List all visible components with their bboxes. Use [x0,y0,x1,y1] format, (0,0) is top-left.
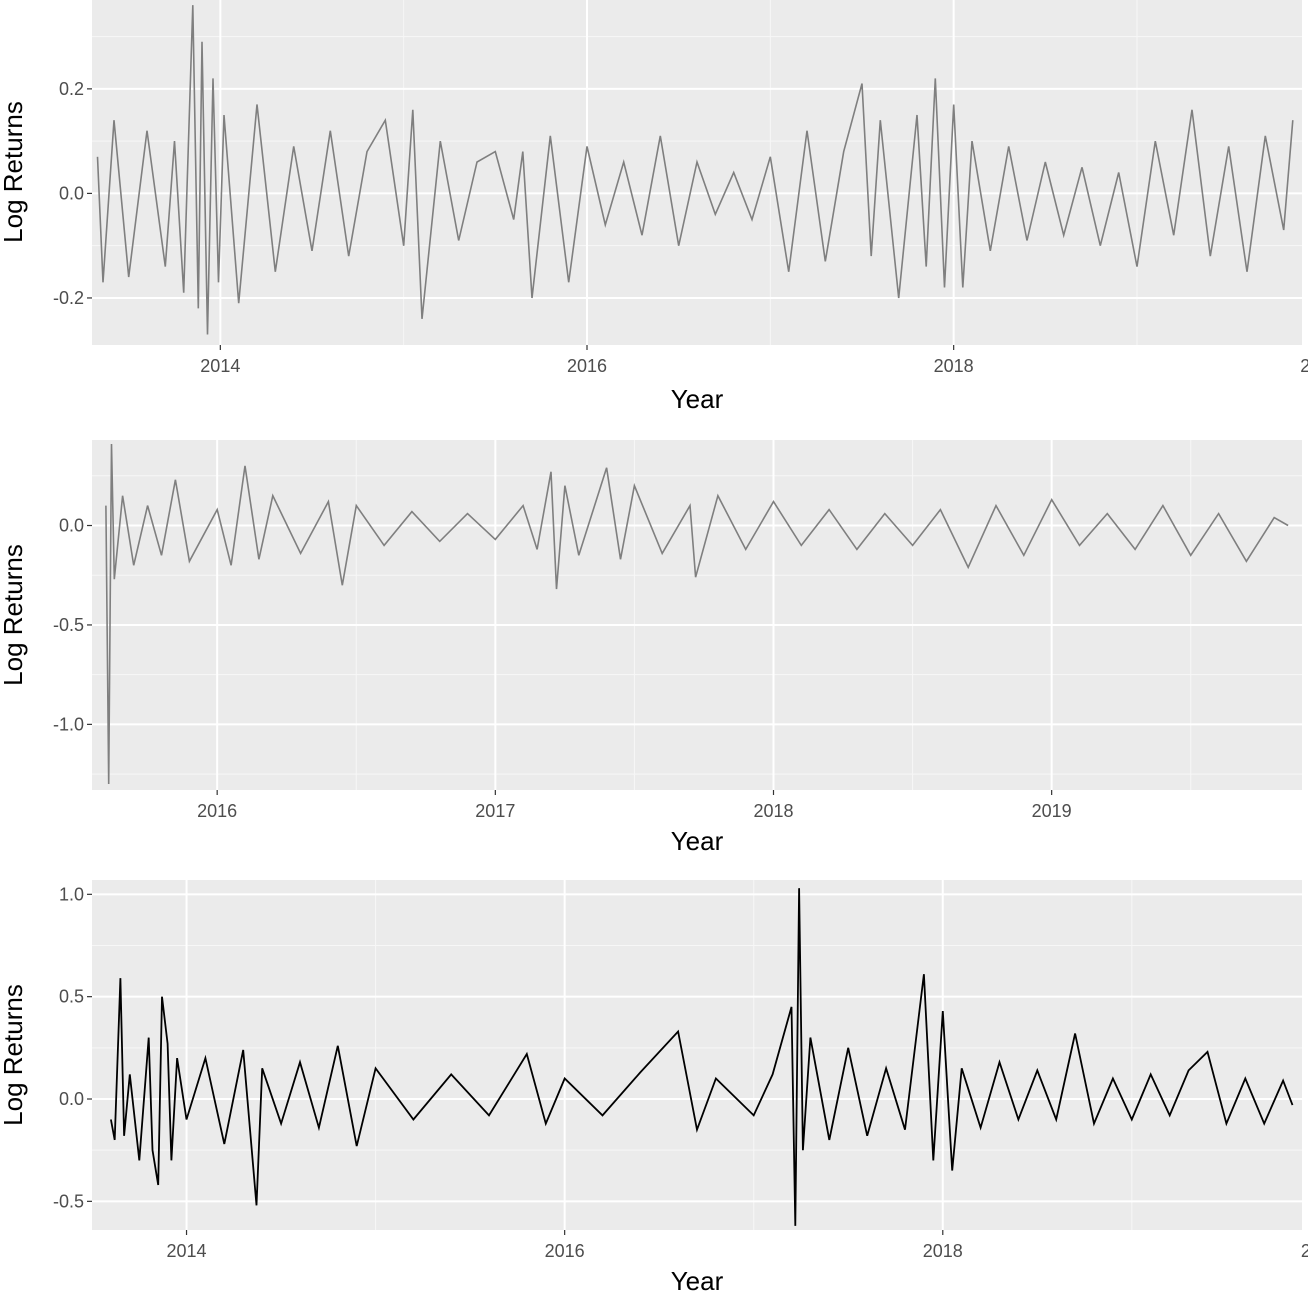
y-axis-title: Log Returns [0,101,28,243]
chart-3: 2014 2016 2018 2020 -0.5 0.0 0.5 1.0 Year Log R… [0,880,1308,1296]
y-tick-label: 0.0 [59,183,84,203]
x-axis-title: Year [671,1266,724,1296]
x-tick-label: 2016 [545,1241,585,1261]
y-tick-label: 1.0 [59,884,84,904]
x-tick-label: 2018 [753,801,793,821]
x-tick-label: 2017 [475,801,515,821]
y-axis-title: Log Returns [0,544,28,686]
y-tick-label: 0.2 [59,79,84,99]
y-tick-label: 0.5 [59,987,84,1007]
series-line [105,443,1289,785]
y-tick-label: -0.5 [53,615,84,635]
plot-background [92,0,1302,345]
chart-1: 2014 2016 2018 2020 -0.2 0.0 0.2 Year Log Retu… [0,0,1308,414]
x-tick-label: 2014 [200,356,240,376]
series-line [96,5,1294,335]
x-tick-label: 2019 [1032,801,1072,821]
y-tick-label: -0.2 [53,288,84,308]
y-tick-label: 0.0 [59,516,84,536]
chart-2: 20162017201820192020-1.0-0.50.0 Year Log… [0,440,1302,856]
chart-panel-1: 2014 2016 2018 2020 -0.2 0.0 0.2 Year Log Retu… [0,0,1308,420]
y-tick-label: 0.0 [59,1089,84,1109]
series-line [110,888,1294,1226]
plot-background [92,880,1302,1230]
x-tick-label: 2016 [567,356,607,376]
x-tick-label: 2018 [934,356,974,376]
x-tick-label: 2020 [1300,356,1308,376]
chart-panel-2: 20162017201820192020-1.0-0.50.0 Year Log… [0,440,1308,860]
x-tick-label: 2016 [197,801,237,821]
plot-background [92,440,1302,790]
x-tick-label: 2014 [167,1241,207,1261]
y-tick-label: -1.0 [53,714,84,734]
y-axis-title: Log Returns [0,984,28,1126]
x-tick-label: 2020 [1301,1241,1308,1261]
y-tick-label: -0.5 [53,1191,84,1211]
x-axis-title: Year [671,384,724,414]
chart-panel-3: 2014 2016 2018 2020 -0.5 0.0 0.5 1.0 Year Log R… [0,880,1308,1296]
x-tick-label: 2018 [923,1241,963,1261]
x-axis-title: Year [671,826,724,856]
